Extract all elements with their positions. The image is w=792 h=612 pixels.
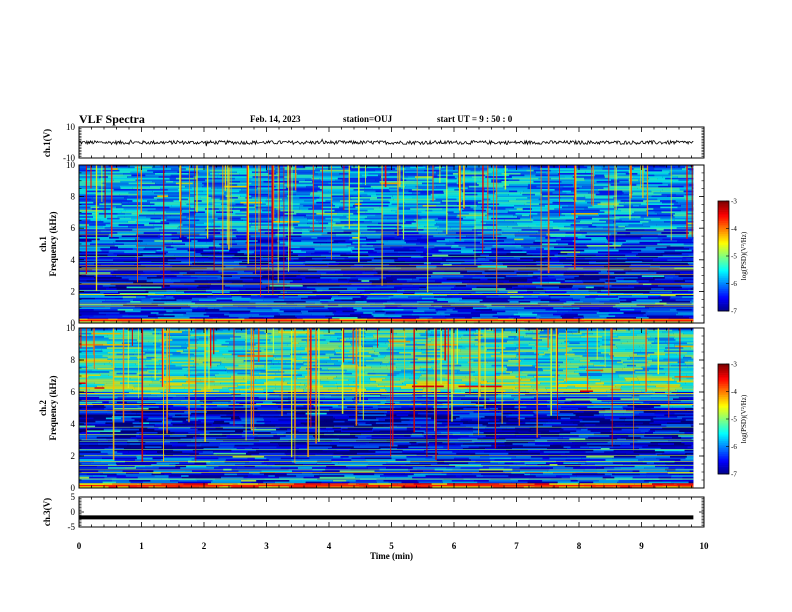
ch2-ytick-label: 4	[71, 255, 76, 265]
colorbar-tick-label: -4	[731, 388, 737, 396]
colorbar-label: log(PSD)(V²/Hz)	[740, 394, 748, 443]
colorbar-tick-label: -5	[731, 416, 737, 424]
ch2-spectrogram-ylabel: ch.2Frequency (kHz)	[38, 375, 58, 440]
ch3-colorbar	[717, 363, 730, 475]
ch2-colorbar	[717, 200, 730, 312]
colorbar-tick-label: -4	[731, 225, 737, 233]
ch3-ytick-label: 2	[71, 451, 76, 461]
ch2-ytick-label: 10	[66, 160, 76, 170]
xtick-label: 7	[514, 541, 519, 551]
ch2-spectrogram-image	[79, 165, 694, 324]
colorbar-tick-label: -6	[731, 443, 737, 451]
figure-title: VLF Spectra	[79, 112, 145, 126]
ch4-ytick-label: -5	[68, 522, 76, 532]
xtick-label: 9	[639, 541, 644, 551]
colorbar-tick-label: -3	[731, 198, 737, 206]
ch1-ytick-label: 10	[66, 122, 76, 132]
ch2-ytick-label: 2	[71, 286, 76, 296]
ch2-ytick-label: 6	[71, 223, 76, 233]
ch1-ylabel: ch.1(V)	[42, 129, 52, 157]
ch3-ytick-label: 0	[71, 483, 76, 493]
ch3-spectrogram-image	[79, 328, 694, 489]
xtick-label: 8	[577, 541, 582, 551]
ch3-ylabel: ch.3(V)	[42, 498, 52, 526]
xtick-label: 3	[264, 541, 269, 551]
date-label: Feb. 14, 2023	[250, 114, 301, 124]
ch2-ytick-label: 8	[71, 192, 76, 202]
xaxis-label: Time (min)	[370, 551, 413, 561]
colorbar-tick-label: -3	[731, 361, 737, 369]
station-label: station=OUJ	[343, 114, 393, 124]
ch1-waveform-line	[78, 138, 694, 147]
ch3-ytick-label: 8	[71, 355, 76, 365]
colorbar-tick-label: -7	[731, 308, 737, 316]
ch3-ytick-label: 10	[66, 323, 76, 333]
xtick-label: 2	[202, 541, 207, 551]
xtick-label: 10	[700, 541, 710, 551]
ch3-ytick-label: 6	[71, 387, 76, 397]
ch3-ytick-label: 4	[71, 419, 76, 429]
xtick-label: 5	[389, 541, 394, 551]
xtick-label: 1	[139, 541, 144, 551]
ch4-ytick-label: 5	[71, 492, 76, 502]
ch2-ytick-label: 0	[71, 318, 76, 328]
colorbar-tick-label: -6	[731, 280, 737, 288]
colorbar-tick-label: -5	[731, 253, 737, 261]
colorbar-label: log(PSD)(V²/Hz)	[740, 231, 748, 280]
ch4-ytick-label: 0	[71, 507, 76, 517]
start-ut-label: start UT = 9 : 50 : 0	[437, 114, 513, 124]
xtick-label: 4	[327, 541, 332, 551]
ch1-spectrogram-ylabel: ch.1Frequency (kHz)	[38, 211, 58, 276]
ch1-ytick-label: -10	[63, 153, 75, 163]
colorbar-tick-label: -7	[731, 471, 737, 479]
xtick-label: 6	[452, 541, 457, 551]
xtick-label: 0	[77, 541, 82, 551]
